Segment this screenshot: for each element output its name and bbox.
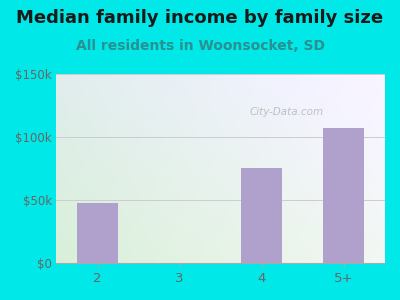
Text: Median family income by family size: Median family income by family size (16, 9, 384, 27)
Bar (324, 128, 364, 263)
Text: City-Data.com: City-Data.com (249, 107, 324, 117)
Bar (77, 202, 118, 263)
Bar (241, 169, 282, 263)
Text: All residents in Woonsocket, SD: All residents in Woonsocket, SD (76, 39, 324, 53)
